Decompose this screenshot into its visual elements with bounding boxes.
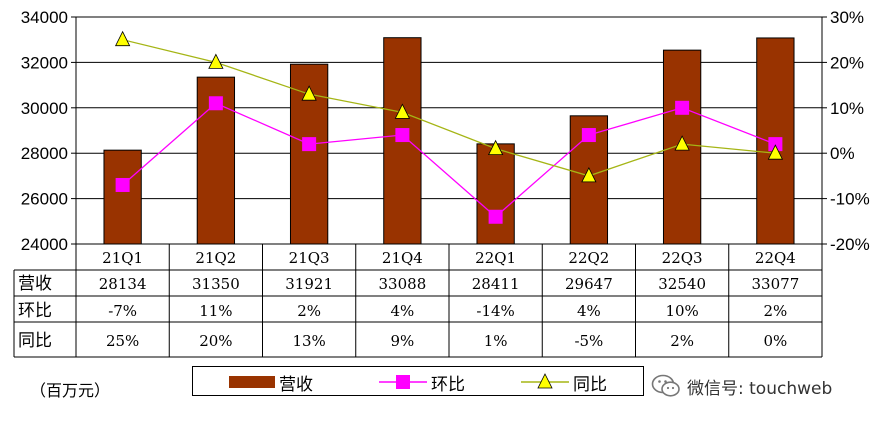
point-marker-triangle (487, 139, 504, 156)
legend-item-qoq: 环比 (379, 370, 465, 395)
point-marker-square (208, 96, 223, 111)
table-cell: 29647 (565, 275, 613, 293)
legend-label-yoy: 同比 (573, 374, 607, 395)
table-cell: 11% (199, 302, 232, 320)
legend-swatch-bar-icon (229, 376, 275, 388)
series-line (122, 102, 776, 218)
point-marker-triangle (581, 167, 597, 183)
table-cell: 9% (390, 332, 414, 350)
table-cell: 1% (484, 332, 508, 350)
bar (103, 149, 142, 245)
table-cell: 4% (577, 302, 601, 320)
wechat-icon (651, 374, 680, 397)
data-table: 21Q1 21Q2 21Q3 21Q4 22Q1 22Q2 22Q3 22Q4 营收 28134 3… (13, 243, 823, 358)
point-marker-triangle (114, 30, 131, 47)
legend-swatch-triangle-icon (521, 373, 569, 389)
bar (476, 143, 515, 245)
line-series (114, 30, 784, 224)
legend-swatch-square-icon (379, 375, 427, 389)
point-marker-square (395, 128, 410, 143)
point-marker-square (488, 209, 503, 224)
y-left-tick-label: 32000 (21, 53, 68, 72)
point-marker-triangle (767, 144, 784, 160)
table-cell: 25% (106, 332, 139, 350)
legend-item-revenue: 营收 (229, 370, 313, 395)
point-marker-triangle (301, 85, 317, 101)
point-marker-triangle (674, 135, 690, 151)
table-row-label: 同比 (18, 331, 52, 351)
table-cell: 20% (199, 332, 232, 350)
unit-label: （百万元） (30, 381, 111, 400)
y-right-tick-label: 0% (830, 144, 855, 163)
point-marker-square (581, 128, 596, 143)
y-right-tick-label: -20% (830, 235, 870, 254)
table-cell: 31921 (285, 275, 333, 293)
y-left-tick-label: 26000 (21, 190, 68, 209)
table-cell: -14% (476, 302, 514, 320)
point-marker-square (675, 100, 690, 115)
point-marker-square (115, 177, 130, 192)
axes: 24000 26000 28000 30000 32000 34000 -20% -10% 0%… (21, 8, 870, 254)
x-category-label: 21Q4 (382, 249, 423, 267)
x-category-label: 21Q2 (195, 249, 236, 267)
table-cell: 31350 (192, 275, 240, 293)
series-line (122, 39, 776, 177)
x-category-label: 22Q2 (568, 249, 609, 267)
legend: 营收 环比 同比 (192, 366, 644, 396)
y-right-tick-label: 20% (830, 53, 864, 72)
table-cell: 13% (292, 332, 325, 350)
bar-series (103, 37, 795, 245)
table-row-label: 环比 (18, 301, 52, 321)
table-cell: 2% (763, 302, 787, 320)
table-cell: 2% (670, 332, 694, 350)
y-right-tick-label: 30% (830, 8, 864, 27)
point-marker-triangle (394, 103, 411, 119)
watermark: 微信号: touchweb (651, 373, 832, 399)
point-marker-square (302, 137, 317, 152)
watermark-text: 微信号: touchweb (687, 378, 833, 399)
x-category-label: 21Q1 (102, 249, 143, 267)
point-marker-square (768, 137, 783, 152)
y-right-tick-label: -10% (830, 190, 870, 209)
table-cell: 28134 (99, 275, 147, 293)
x-category-label: 22Q3 (662, 249, 703, 267)
legend-label-qoq: 环比 (431, 374, 465, 395)
table-cell: 0% (763, 332, 787, 350)
table-cell: 33077 (752, 275, 800, 293)
x-category-label: 21Q3 (289, 249, 330, 267)
y-right-tick-label: 10% (830, 99, 864, 118)
point-marker-triangle (208, 53, 224, 69)
table-cell: 2% (297, 302, 321, 320)
table-cell: 28411 (472, 275, 520, 293)
table-row-label: 营收 (18, 274, 52, 294)
table-cell: 10% (665, 302, 698, 320)
legend-item-yoy: 同比 (521, 370, 607, 395)
y-left-tick-label: 28000 (21, 144, 68, 163)
y-left-tick-label: 24000 (21, 235, 68, 254)
table-cell: 32540 (658, 275, 706, 293)
table-cell: 33088 (379, 275, 427, 293)
x-category-label: 22Q4 (755, 249, 796, 267)
y-left-tick-label: 30000 (21, 99, 68, 118)
table-cell: 4% (390, 302, 414, 320)
legend-label-revenue: 营收 (279, 374, 313, 395)
table-cell: -7% (108, 302, 137, 320)
y-left-tick-label: 34000 (21, 8, 68, 27)
x-category-label: 22Q1 (475, 249, 516, 267)
table-cell: -5% (574, 332, 603, 350)
